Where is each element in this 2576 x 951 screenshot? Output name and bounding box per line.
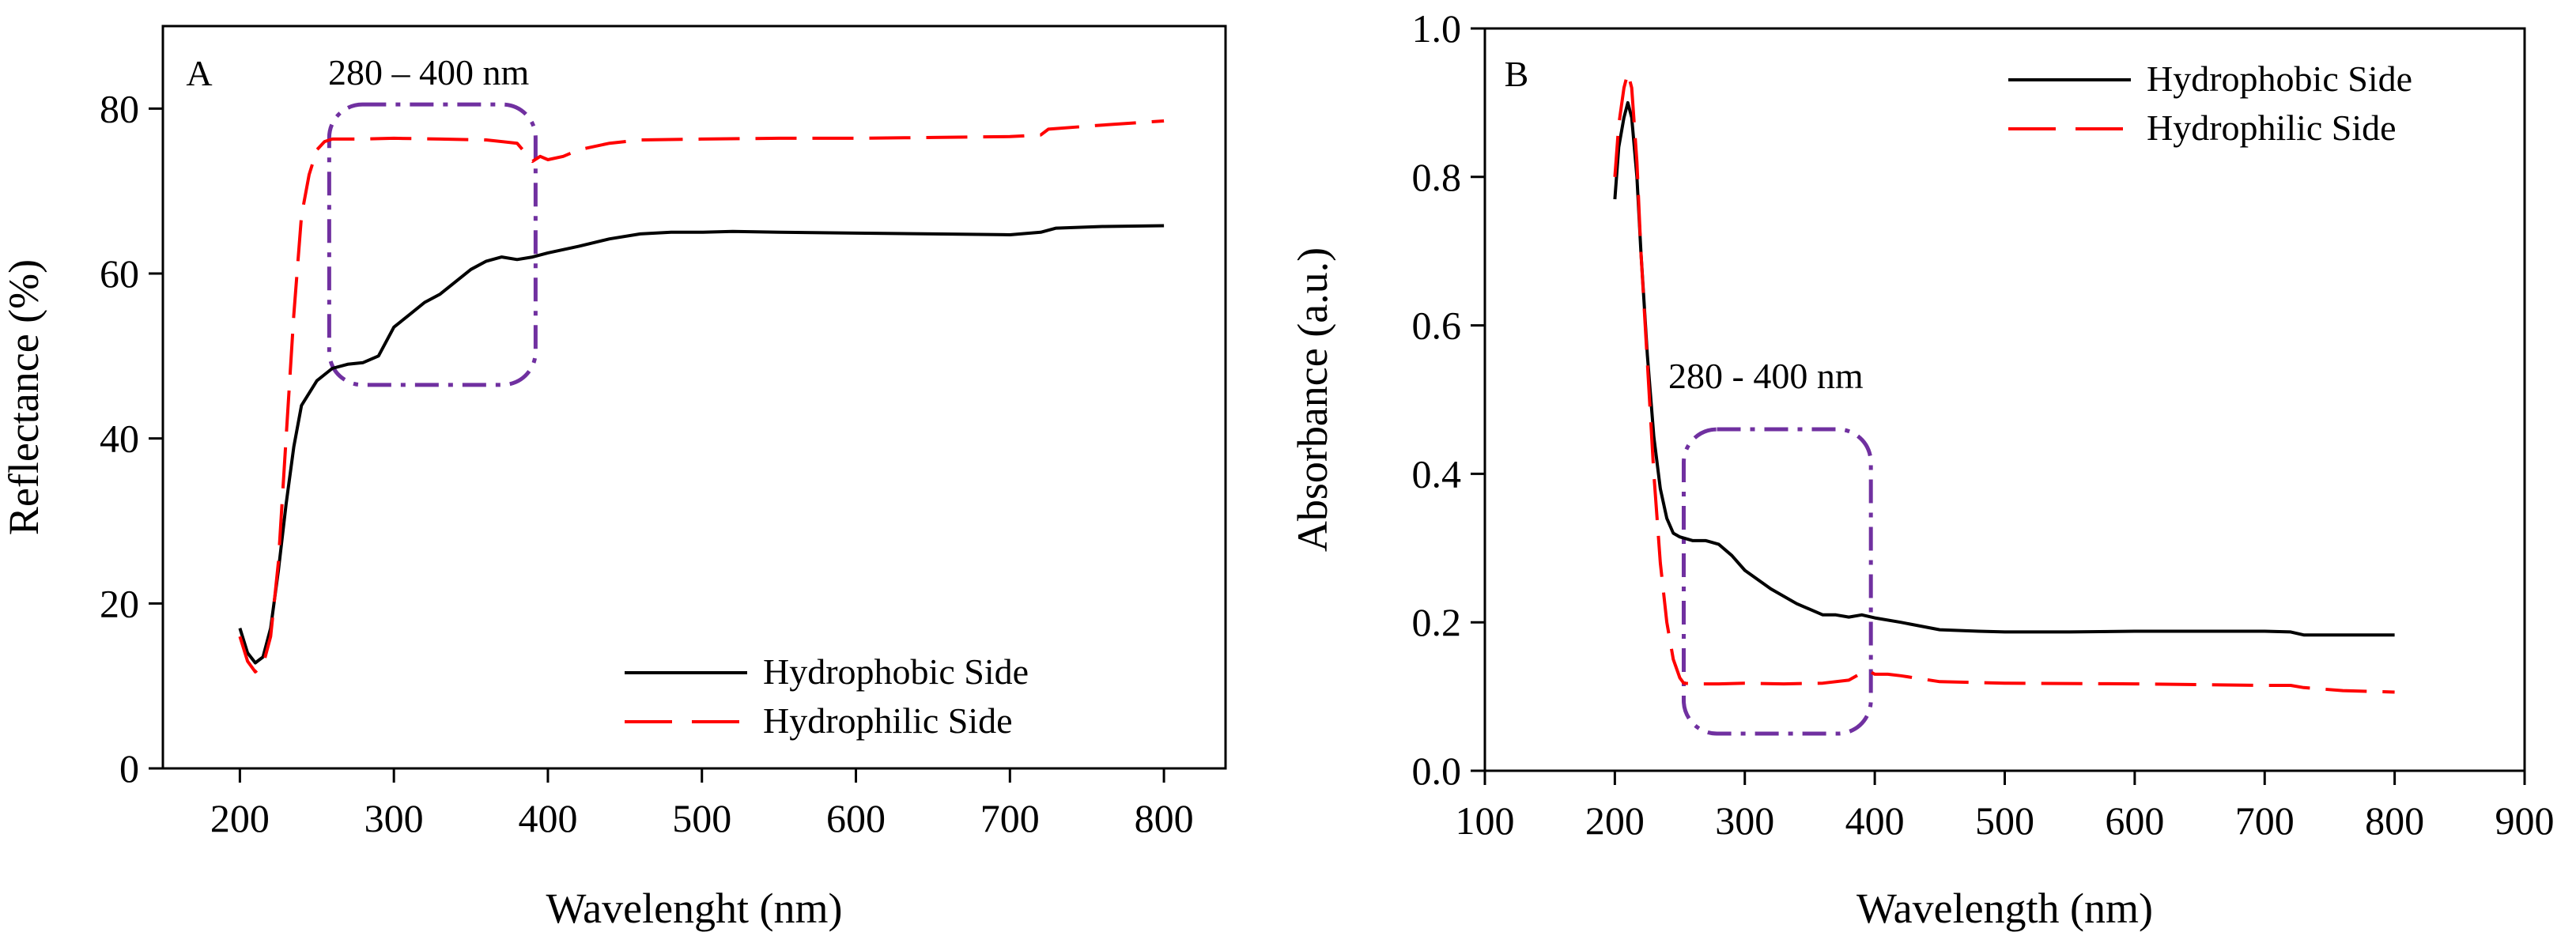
series-line-hydrophobic [1613,100,2395,637]
x-tick-label: 200 [1585,798,1645,843]
x-axis-title: Wavelenght (nm) [546,885,842,932]
y-tick-label: 0.8 [1412,155,1462,199]
series-line-hydrophilic [238,119,1165,674]
series-line-hydrophilic [1613,71,2395,694]
y-axis-title: Absorbance (a.u.) [1289,247,1336,552]
x-tick-label: 700 [2235,798,2295,843]
panel-b-absorbance-chart: 100 200 300 400 500 600 700 800 900 0.0 0.2 0.4 0.6 0… [1289,6,2555,932]
x-tick-label: 800 [1135,796,1194,840]
y-tick-label: 0.2 [1412,600,1462,644]
y-tick-label: 0 [119,746,139,791]
legend-label: Hydrophobic Side [2147,58,2412,99]
y-tick-label: 80 [100,86,139,130]
annotation-box [327,102,538,387]
x-tick-label: 700 [980,796,1040,840]
x-tick-label: 100 [1456,798,1515,843]
legend-label: Hydrophobic Side [763,651,1029,692]
y-tick-label: 40 [100,417,139,461]
series-line-hydrophobic [238,224,1165,665]
plot-frame [161,25,1227,770]
x-tick-label: 300 [364,796,424,840]
x-tick-label: 800 [2365,798,2424,843]
annotation-box [1681,427,1873,736]
legend-label: Hydrophilic Side [763,700,1013,741]
panel-a-reflectance-chart: 200 300 400 500 600 700 800 0 20 40 60 80 Wavelenght… [0,25,1227,932]
x-tick-label: 400 [1845,798,1905,843]
x-tick-label: 300 [1715,798,1774,843]
x-tick-label: 500 [1975,798,2034,843]
panel-label: B [1505,54,1529,94]
y-tick-label: 1.0 [1412,6,1462,51]
x-tick-label: 900 [2495,798,2555,843]
x-tick-label: 500 [672,796,731,840]
annotation-label: 280 - 400 nm [1668,356,1864,396]
y-axis-title: Reflectance (%) [0,259,47,535]
y-tick-label: 20 [100,581,139,625]
y-tick-label: 0.4 [1412,451,1462,496]
x-tick-label: 400 [518,796,577,840]
x-tick-label: 600 [826,796,886,840]
y-tick-label: 0.6 [1412,304,1462,348]
legend-label: Hydrophilic Side [2147,108,2397,148]
x-tick-label: 600 [2105,798,2164,843]
annotation-label: 280 – 400 nm [328,52,530,92]
x-axis-title: Wavelength (nm) [1856,885,2153,932]
panel-label: A [186,53,212,93]
x-tick-label: 200 [210,796,270,840]
y-tick-label: 0.0 [1412,749,1462,793]
y-tick-label: 60 [100,251,139,296]
